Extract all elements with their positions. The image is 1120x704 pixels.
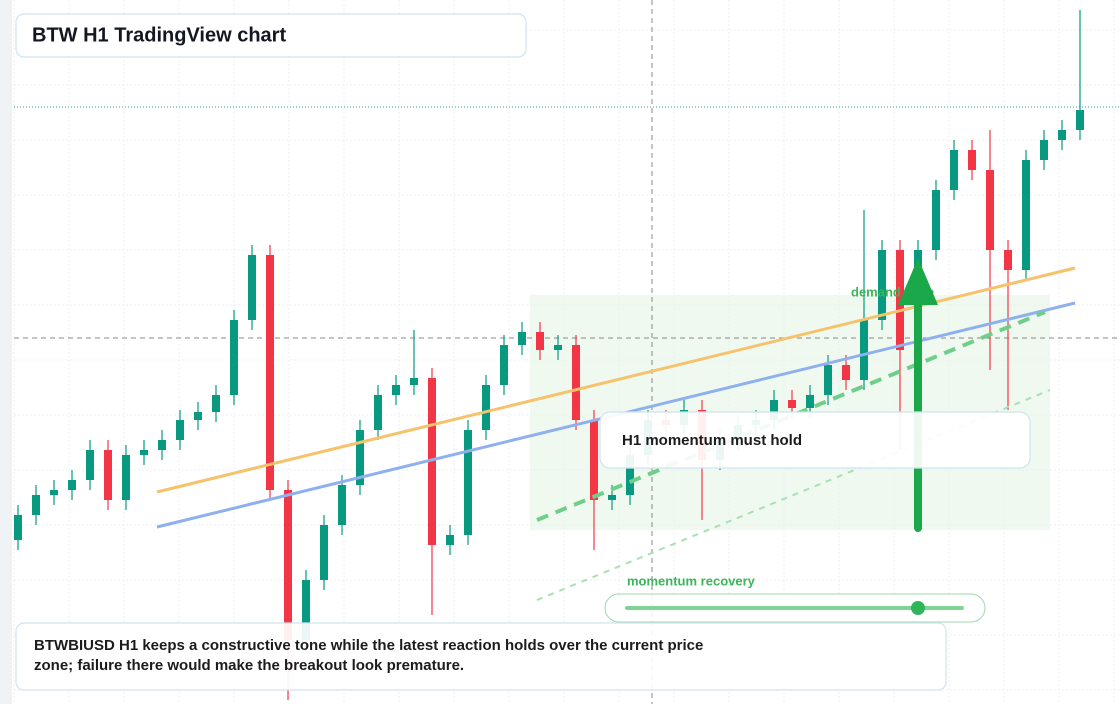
title-box: [15, 13, 527, 58]
candle-body: [248, 255, 256, 320]
candle-body: [1076, 110, 1084, 130]
callout-text: H1 momentum must hold: [622, 432, 802, 449]
candle-body: [1058, 130, 1066, 140]
candle-body: [1040, 140, 1048, 160]
candle-body: [302, 580, 310, 640]
candle-body: [554, 345, 562, 350]
arrow-head: [898, 258, 938, 305]
candle-body: [320, 525, 328, 580]
candle-body: [356, 430, 364, 485]
candle-body: [392, 385, 400, 395]
candle-body: [374, 395, 382, 430]
candle-body: [536, 332, 544, 350]
description: BTWBIUSD H1 keeps a constructive tone wh…: [34, 637, 704, 674]
slider-label: momentum recovery: [627, 573, 756, 588]
candle-body: [68, 480, 76, 490]
candle-body: [464, 430, 472, 535]
candle-body: [104, 450, 112, 500]
chart-title: BTW H1 TradingView chart: [32, 24, 286, 46]
candle-body: [968, 150, 976, 170]
candle-body: [500, 345, 508, 385]
candle-body: [788, 400, 796, 408]
candle-body: [212, 395, 220, 412]
candle-body: [428, 378, 436, 545]
candle-body: [878, 250, 886, 320]
candle-body: [158, 440, 166, 450]
slider-knob[interactable]: [911, 601, 925, 615]
dashed-trend: [536, 310, 1046, 522]
candle-body: [770, 400, 778, 420]
candle-body: [986, 170, 994, 250]
left-edge: [0, 0, 12, 704]
candle-body: [284, 490, 292, 640]
candle-body: [896, 250, 904, 350]
candle-body: [86, 450, 94, 480]
candle-body: [518, 332, 526, 345]
candle-body: [338, 485, 346, 525]
candle-body: [950, 150, 958, 190]
candle-body: [176, 420, 184, 440]
description-wrap: BTWBIUSD H1 keeps a constructive tone wh…: [34, 637, 704, 674]
callout-box: [599, 411, 1031, 469]
candle-body: [626, 455, 634, 495]
candle-body: [824, 365, 832, 395]
candle-body: [842, 365, 850, 380]
candle-body: [608, 495, 616, 500]
description-box: [15, 622, 947, 691]
candle-body: [446, 535, 454, 545]
candle-body: [266, 255, 274, 490]
candle-body: [14, 515, 22, 540]
candle-body: [194, 412, 202, 420]
candle-body: [860, 320, 868, 380]
candle-body: [32, 495, 40, 515]
candle-body: [1004, 250, 1012, 270]
candle-body: [122, 455, 130, 500]
candle-body: [1022, 160, 1030, 270]
candle-body: [482, 385, 490, 430]
candle-body: [410, 378, 418, 385]
candle-body: [572, 345, 580, 420]
candle-body: [140, 450, 148, 455]
candle-body: [806, 395, 814, 408]
candle-body: [590, 420, 598, 500]
candle-body: [230, 320, 238, 395]
candle-body: [50, 490, 58, 495]
candle-body: [932, 190, 940, 250]
